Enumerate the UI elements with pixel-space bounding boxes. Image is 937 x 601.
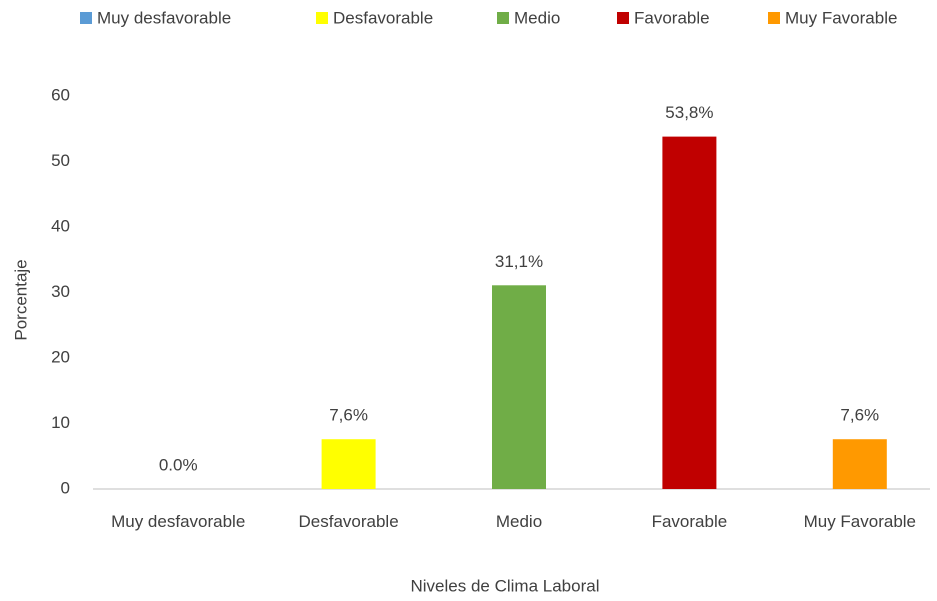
x-axis-title: Niveles de Clima Laboral bbox=[411, 576, 600, 595]
x-tick-label-box: Desfavorable bbox=[298, 512, 399, 531]
legend-label: Favorable bbox=[634, 8, 710, 27]
y-tick-label: 60 bbox=[51, 85, 70, 104]
y-tick-label: 10 bbox=[51, 413, 70, 432]
legend-label: Muy desfavorable bbox=[97, 8, 231, 27]
y-tick-label: 0 bbox=[61, 478, 70, 497]
legend-label: Desfavorable bbox=[333, 8, 433, 27]
y-tick-label: 50 bbox=[51, 151, 70, 170]
x-tick-label-box: Muy desfavorable bbox=[111, 512, 246, 531]
bar bbox=[321, 439, 376, 489]
bar bbox=[832, 439, 887, 489]
x-tick-label: Favorable bbox=[651, 512, 728, 531]
legend-swatch bbox=[768, 12, 780, 24]
legend-swatch bbox=[497, 12, 509, 24]
y-tick-label: 40 bbox=[51, 216, 70, 235]
y-tick-label: 30 bbox=[51, 282, 70, 301]
legend-label: Muy Favorable bbox=[785, 8, 897, 27]
legend-swatch bbox=[80, 12, 92, 24]
value-label: 0.0% bbox=[159, 455, 198, 474]
value-label: 7,6% bbox=[840, 406, 879, 425]
x-tick-label-box: Muy Favorable bbox=[803, 512, 917, 531]
legend-swatch bbox=[617, 12, 629, 24]
legend-swatch bbox=[316, 12, 328, 24]
value-label: 31,1% bbox=[495, 252, 543, 271]
bar bbox=[492, 285, 546, 489]
y-tick-label: 20 bbox=[51, 347, 70, 366]
legend-label: Medio bbox=[514, 8, 560, 27]
x-tick-label-box: Medio bbox=[495, 512, 543, 531]
bar bbox=[662, 136, 717, 490]
x-tick-label-box: Favorable bbox=[651, 512, 728, 531]
x-tick-label: Desfavorable bbox=[298, 512, 399, 531]
y-axis-title: Porcentaje bbox=[11, 259, 30, 340]
value-label: 7,6% bbox=[329, 406, 368, 425]
x-tick-label: Muy Favorable bbox=[803, 512, 917, 531]
x-tick-label: Muy desfavorable bbox=[111, 512, 246, 531]
x-tick-label: Medio bbox=[495, 512, 543, 531]
value-label: 53,8% bbox=[665, 103, 713, 122]
